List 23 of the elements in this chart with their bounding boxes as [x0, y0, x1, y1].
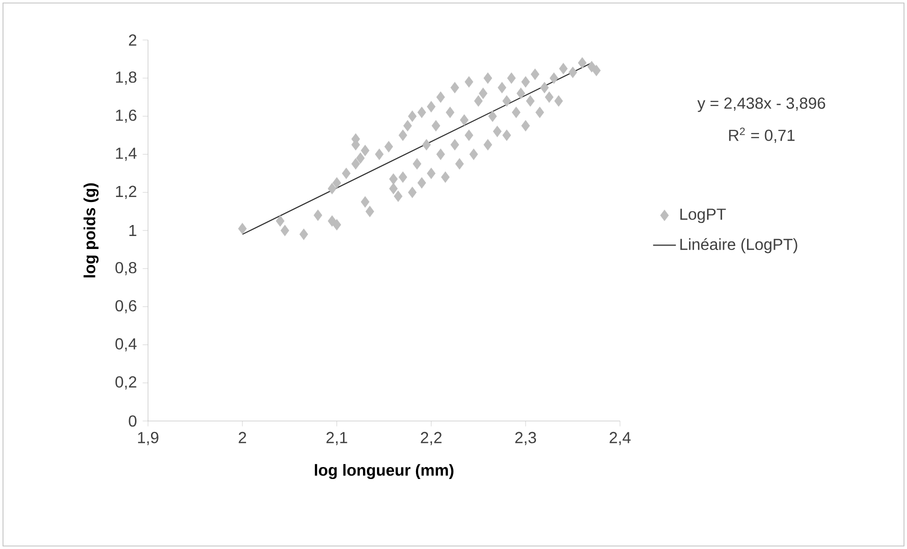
y-axis-title: log poids (g)	[84, 183, 99, 278]
x-tick-label: 2,4	[610, 432, 631, 446]
y-tick-label: 1,6	[116, 110, 136, 123]
y-tick-label: 0,6	[115, 300, 136, 314]
y-tick-label: 1,8	[116, 71, 136, 85]
x-tick-label: 1,9	[138, 432, 158, 446]
y-tick-label: 1	[129, 224, 136, 236]
text: y = 2,438x - 3,896	[697, 98, 826, 112]
y-tick-label: 2	[128, 34, 136, 46]
y-tick-label: 0,4	[115, 338, 137, 352]
y-tick-label: 0,2	[115, 376, 136, 390]
x-tick-label: 2,1	[326, 432, 348, 446]
y-tick-label: 0	[128, 415, 136, 427]
y-tick-label: 1,4	[116, 148, 137, 161]
legend-label: LogPT	[680, 208, 726, 224]
y-tick-label: 1,2	[116, 186, 136, 200]
x-tick-label: 2	[238, 432, 246, 444]
x-tick-label: 2,3	[515, 432, 536, 446]
legend-label: Linéaire (LogPT)	[680, 238, 798, 254]
y-tick-label: 0,8	[115, 262, 136, 276]
x-axis-title: log longueur (mm)	[314, 464, 454, 480]
x-tick-label: 2,2	[420, 432, 442, 446]
text: R$^{2}$ = 0,71	[729, 128, 795, 143]
